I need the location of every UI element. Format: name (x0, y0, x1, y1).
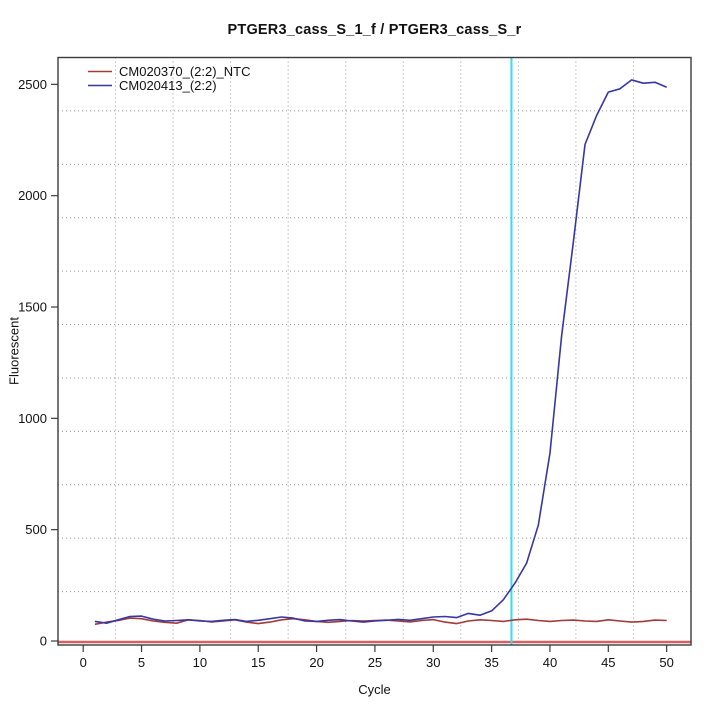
x-tick-label: 10 (193, 655, 207, 670)
x-tick-label: 0 (80, 655, 87, 670)
legend-label-0: CM020370_(2:2)_NTC (119, 64, 251, 79)
x-tick-label: 15 (251, 655, 265, 670)
y-tick-label: 1500 (18, 300, 47, 315)
x-tick-label: 5 (138, 655, 145, 670)
x-tick-label: 50 (659, 655, 673, 670)
x-tick-label: 45 (601, 655, 615, 670)
plot-box (57, 56, 692, 646)
legend-label-1: CM020413_(2:2) (119, 78, 217, 93)
y-tick-label: 500 (25, 522, 47, 537)
y-tick-label: 2500 (18, 77, 47, 92)
x-tick-label: 40 (543, 655, 557, 670)
x-tick-label: 35 (484, 655, 498, 670)
chart-title: PTGER3_cass_S_1_f / PTGER3_cass_S_r (227, 22, 522, 38)
y-tick-label: 0 (40, 634, 47, 649)
y-tick-label: 1000 (18, 411, 47, 426)
y-tick-label: 2000 (18, 188, 47, 203)
series-line-1 (94, 79, 668, 625)
x-axis-label: Cycle (358, 682, 391, 697)
x-tick-label: 25 (368, 655, 382, 670)
x-tick-label: 20 (309, 655, 323, 670)
x-tick-label: 30 (426, 655, 440, 670)
